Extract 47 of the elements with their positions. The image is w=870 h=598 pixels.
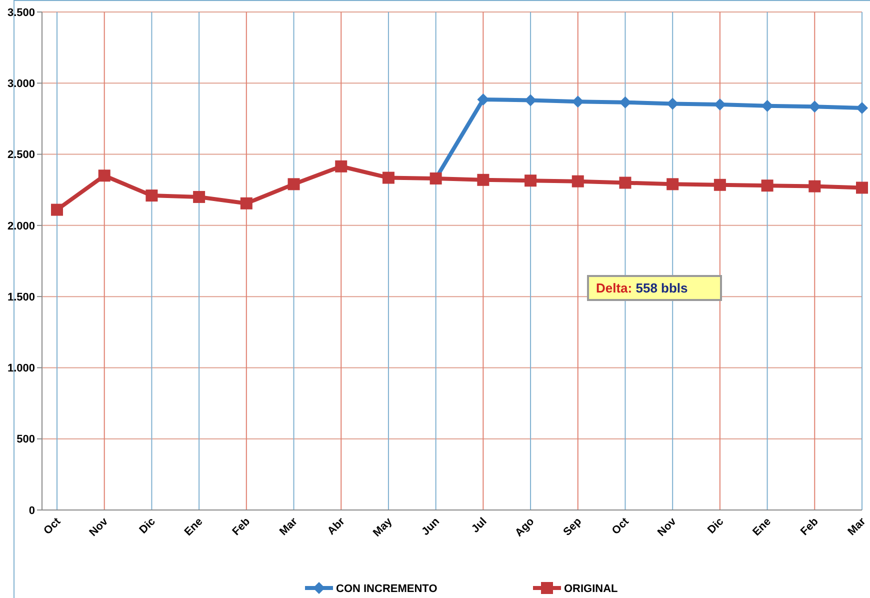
y-tick-label: 0 bbox=[28, 504, 35, 517]
point bbox=[335, 160, 348, 172]
x-tick-label: May bbox=[370, 515, 396, 540]
y-tick-label: 3.500 bbox=[7, 6, 35, 19]
x-tick-label: Oct bbox=[42, 515, 64, 538]
x-tick-label: Feb bbox=[798, 515, 821, 538]
point bbox=[240, 197, 252, 210]
legend-label: CON INCREMENTO bbox=[336, 582, 438, 595]
point bbox=[856, 182, 868, 194]
y-tick-label: 2.000 bbox=[7, 220, 35, 232]
x-tick-label: Nov bbox=[87, 515, 112, 539]
y-tick-label: 1.500 bbox=[7, 291, 35, 304]
x-tick-label: Sep bbox=[561, 515, 584, 538]
point bbox=[98, 170, 110, 182]
x-tick-label: Oct bbox=[610, 515, 632, 538]
y-tick-label: 3.000 bbox=[7, 78, 35, 90]
x-tick-label: Ago bbox=[513, 515, 537, 540]
x-tick-label: Jun bbox=[420, 515, 442, 538]
x-tick-label: Dic bbox=[137, 516, 158, 536]
point bbox=[619, 176, 632, 189]
x-tick-label: Abr bbox=[325, 515, 348, 538]
point bbox=[666, 178, 679, 190]
point bbox=[146, 190, 158, 202]
y-tick-label: 500 bbox=[16, 434, 35, 446]
point bbox=[524, 174, 537, 187]
x-tick-label: Mar bbox=[278, 515, 300, 538]
point bbox=[856, 102, 868, 114]
y-tick-label: 1.000 bbox=[7, 362, 35, 375]
point bbox=[193, 190, 206, 203]
x-tick-label: Jul bbox=[470, 516, 490, 536]
legend-label: ORIGINAL bbox=[564, 582, 618, 595]
point bbox=[808, 180, 821, 192]
point bbox=[288, 178, 300, 190]
point bbox=[761, 180, 774, 192]
annotation: Delta: 558 bbls bbox=[596, 280, 688, 296]
point bbox=[714, 178, 726, 191]
y-tick-label: 2.500 bbox=[7, 149, 35, 162]
point bbox=[51, 204, 63, 216]
point bbox=[477, 174, 490, 186]
point bbox=[382, 172, 394, 184]
point bbox=[572, 175, 584, 188]
x-tick-label: Mar bbox=[846, 515, 869, 538]
x-tick-label: Ene bbox=[182, 516, 206, 538]
x-tick-label: Ene bbox=[750, 516, 774, 538]
x-tick-label: Feb bbox=[230, 515, 253, 538]
x-tick-label: Dic bbox=[705, 516, 726, 536]
x-tick-label: Nov bbox=[656, 515, 680, 539]
